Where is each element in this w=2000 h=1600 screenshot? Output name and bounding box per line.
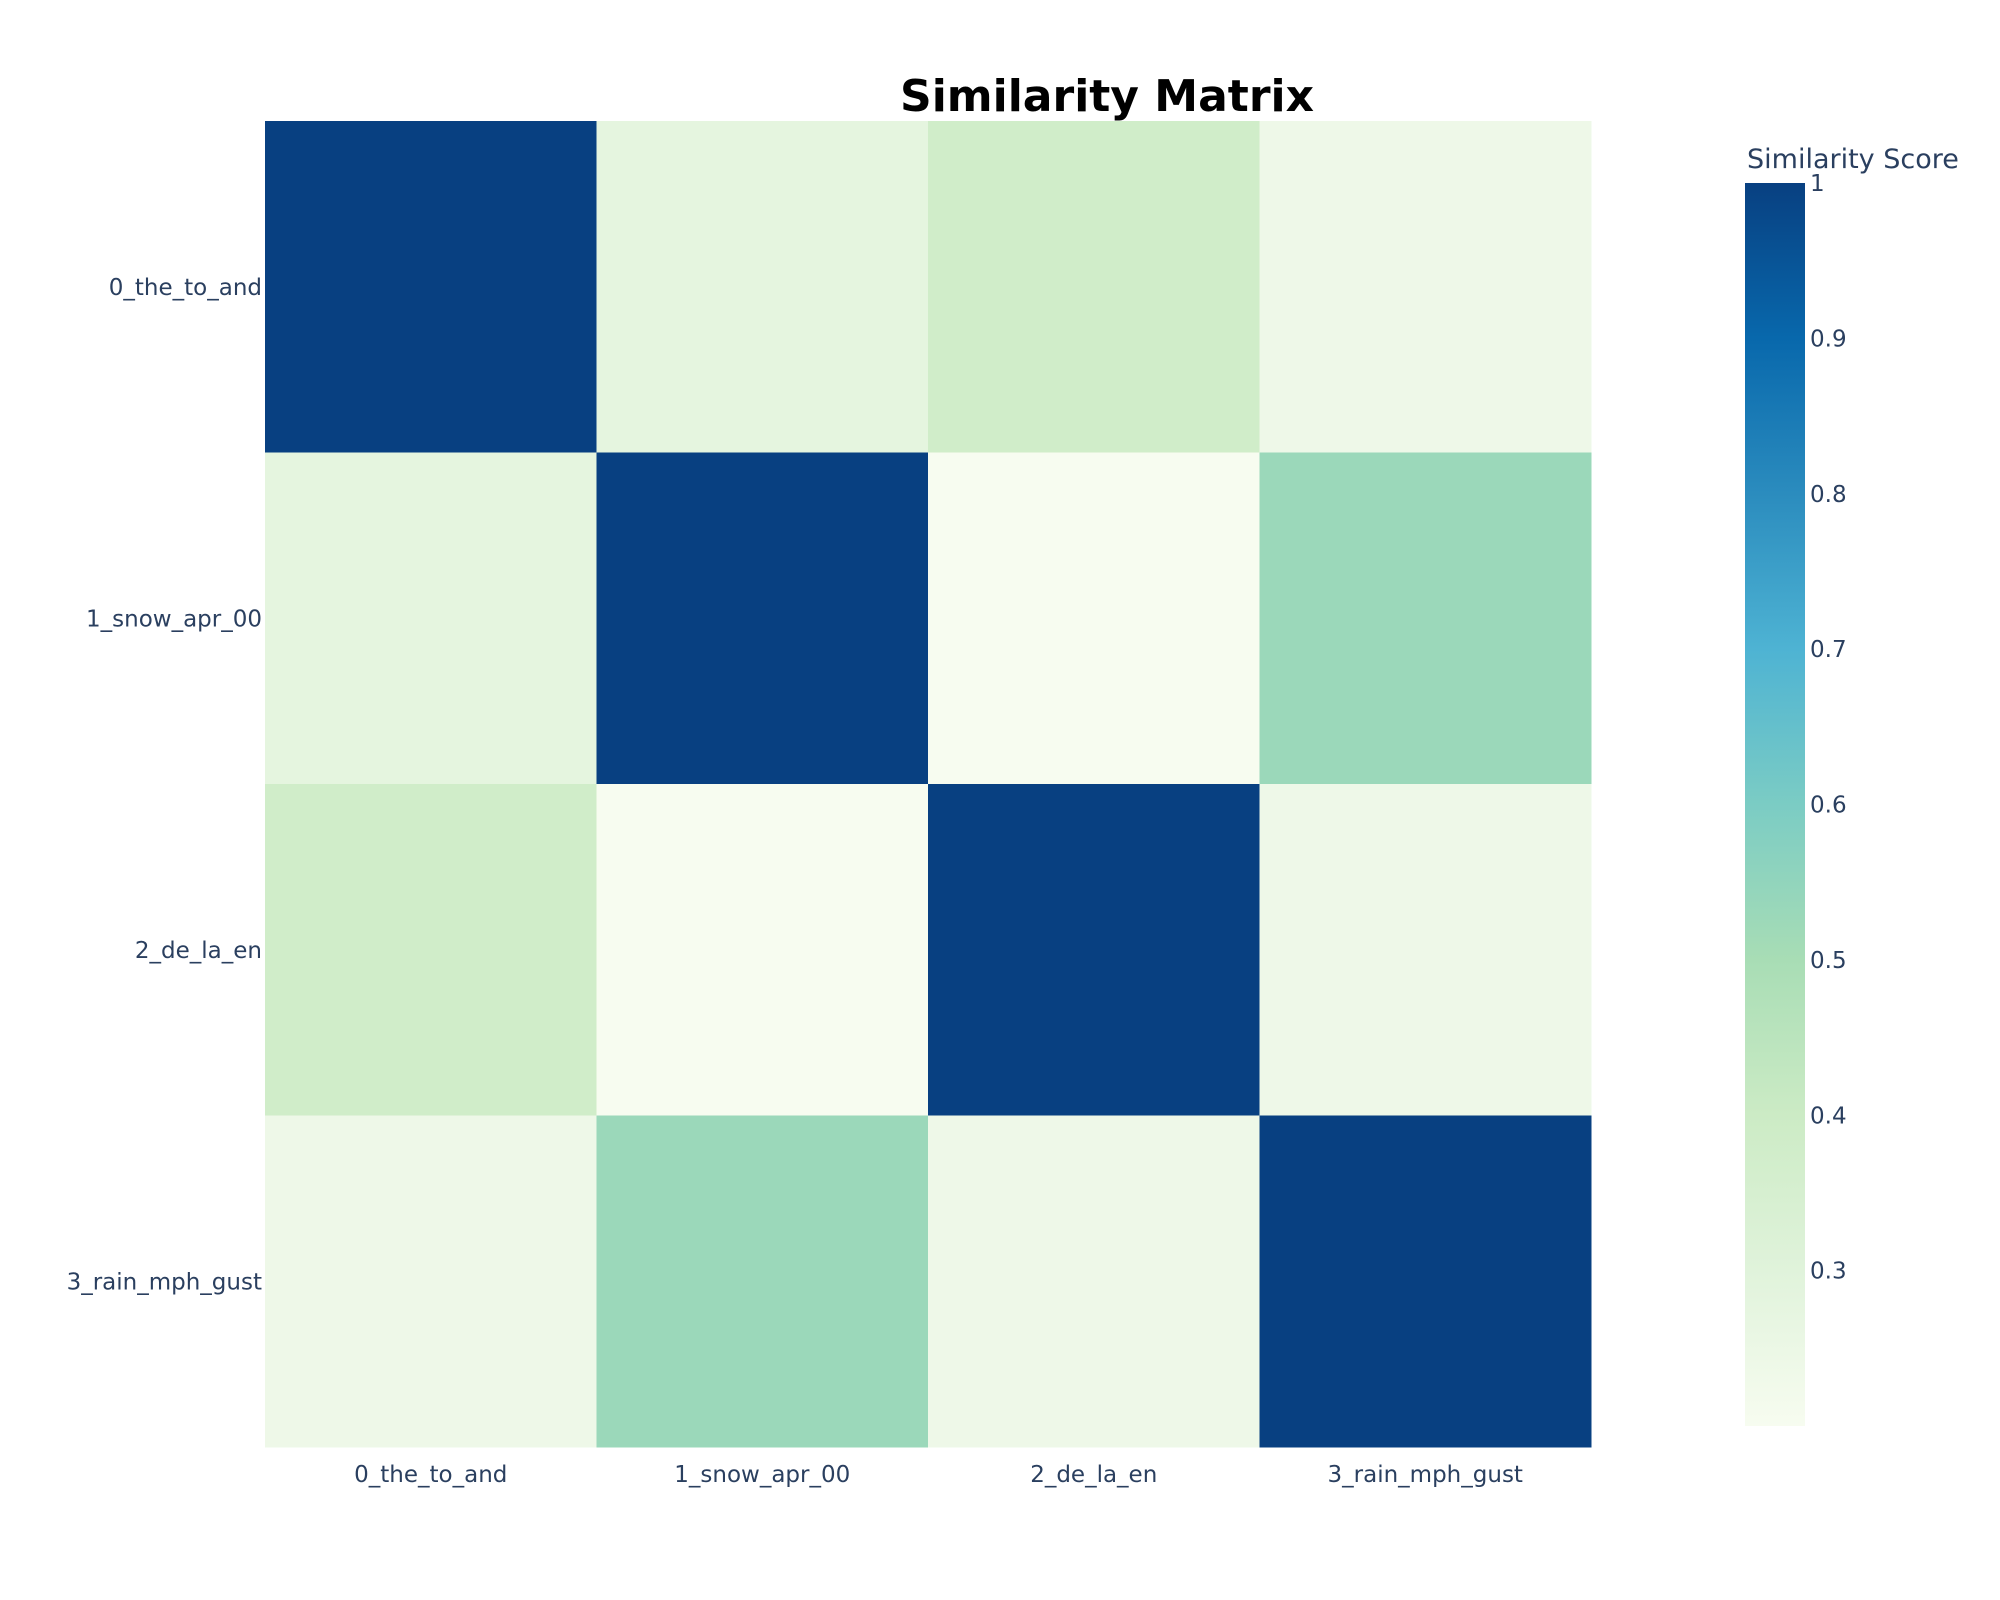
heatmap-cell	[596, 1115, 929, 1448]
colorbar-tick-label: 0.5	[1810, 948, 1847, 974]
x-axis-tick-labels: 0_the_to_and 1_snow_apr_00 2_de_la_en 3_rai…	[354, 1462, 1523, 1488]
heatmap-cell	[265, 784, 597, 1116]
heatmap-cell	[596, 784, 929, 1116]
x-tick-label: 0_the_to_and	[354, 1462, 507, 1488]
y-axis-tick-labels: 0_the_to_and 1_snow_apr_00 2_de_la_en 3_rai…	[67, 275, 262, 1296]
heatmap-cell	[1259, 452, 1592, 785]
heatmap-cell	[928, 784, 1260, 1116]
y-tick-label: 1_snow_apr_00	[86, 606, 262, 632]
heatmap-cell	[265, 452, 597, 785]
heatmap-cell	[1259, 784, 1592, 1116]
y-tick-label: 3_rain_mph_gust	[67, 1269, 262, 1295]
y-tick-label: 2_de_la_en	[135, 938, 262, 964]
heatmap-cell	[928, 1115, 1260, 1448]
heatmap-cell	[596, 452, 929, 785]
y-tick-label: 0_the_to_and	[109, 275, 262, 301]
colorbar-title: Similarity Score	[1747, 144, 1959, 175]
chart-title: Similarity Matrix	[900, 71, 1314, 122]
colorbar-gradient	[1745, 183, 1805, 1426]
colorbar-tick-label: 0.6	[1810, 793, 1847, 819]
colorbar-tick-label: 1	[1810, 171, 1825, 197]
heatmap-cells	[265, 121, 1592, 1448]
x-tick-label: 3_rain_mph_gust	[1328, 1462, 1523, 1488]
x-tick-label: 2_de_la_en	[1030, 1462, 1157, 1488]
heatmap-cell	[1259, 121, 1592, 453]
heatmap-cell	[596, 121, 929, 453]
colorbar-tick-label: 0.9	[1810, 326, 1847, 352]
heatmap-cell	[265, 1115, 597, 1448]
heatmap-cell	[265, 121, 597, 453]
colorbar	[1745, 183, 1805, 1426]
x-tick-label: 1_snow_apr_00	[674, 1462, 850, 1488]
colorbar-tick-label: 0.4	[1810, 1103, 1847, 1129]
colorbar-tick-label: 0.3	[1810, 1259, 1847, 1285]
heatmap-cell	[928, 452, 1260, 785]
heatmap-cell	[1259, 1115, 1592, 1448]
heatmap-cell	[928, 121, 1260, 453]
colorbar-tick-label: 0.8	[1810, 482, 1847, 508]
colorbar-tick-labels: 0.3 0.4 0.5 0.6 0.7 0.8 0.9 1	[1810, 171, 1847, 1285]
colorbar-tick-label: 0.7	[1810, 637, 1847, 663]
